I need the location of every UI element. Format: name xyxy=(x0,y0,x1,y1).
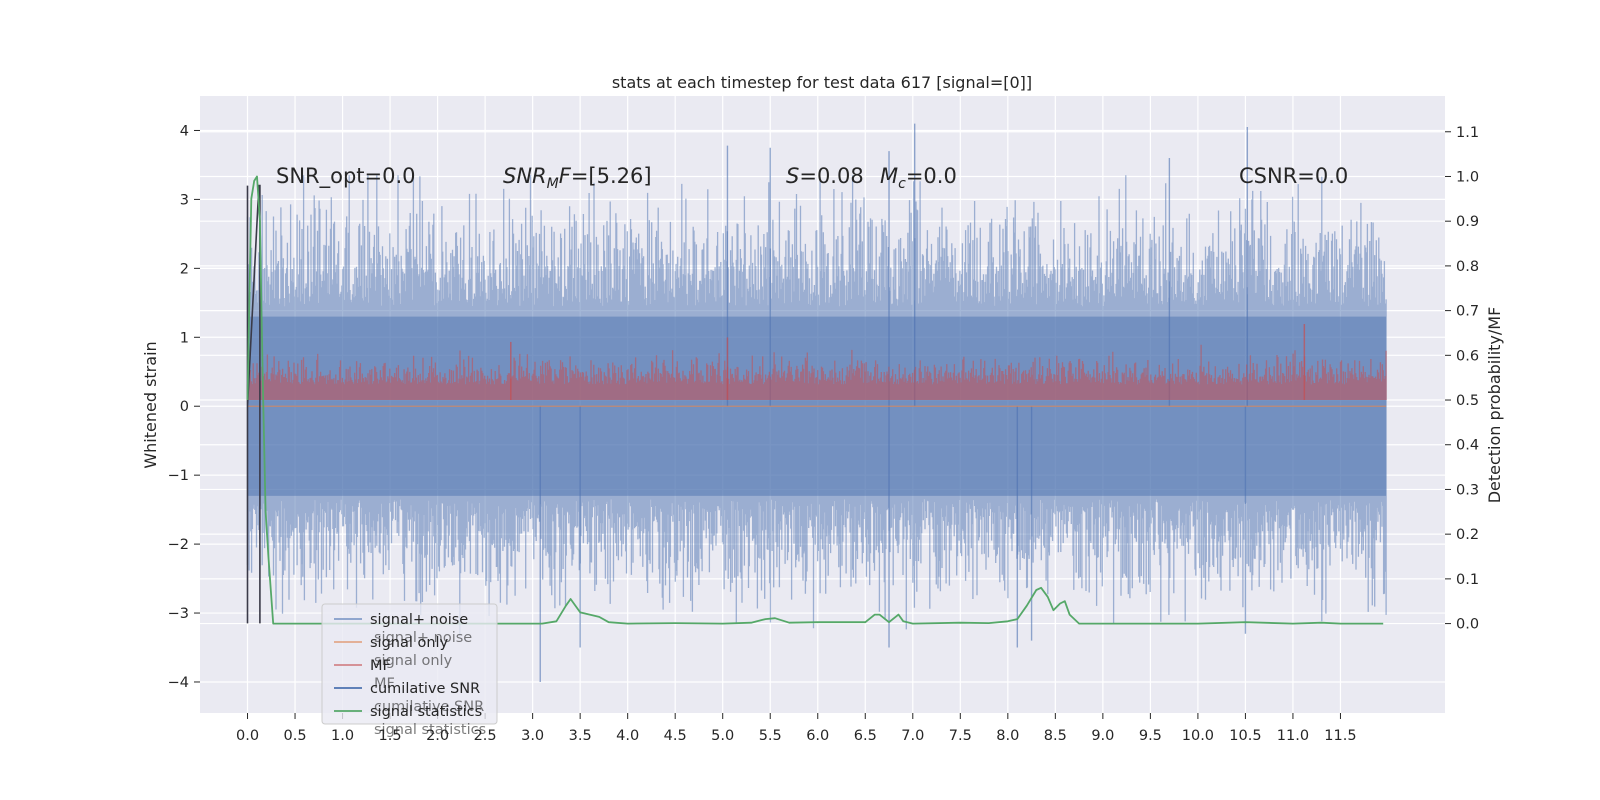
x-tick-label: 2.5 xyxy=(474,728,497,744)
y2-tick-label: 0.8 xyxy=(1456,259,1479,275)
y-tick-label: 4 xyxy=(180,123,189,139)
legend-label: cumilative SNR xyxy=(370,681,480,697)
x-tick-label: 10.5 xyxy=(1229,728,1261,744)
legend-ghost-label: cumilative SNR xyxy=(374,699,484,715)
annotation-s: S=0.08 xyxy=(786,164,864,188)
y2-tick-label: 0.5 xyxy=(1456,393,1479,409)
y2-tick-label: 1.1 xyxy=(1456,125,1479,141)
x-tick-label: 11.5 xyxy=(1324,728,1356,744)
y-tick-label: 0 xyxy=(180,399,189,415)
y2-tick-label: 0.0 xyxy=(1456,617,1479,633)
y2-tick-label: 0.6 xyxy=(1456,348,1479,364)
x-tick-label: 3.5 xyxy=(569,728,592,744)
legend-ghost-label: signal only xyxy=(374,653,453,669)
x-tick-label: 5.5 xyxy=(759,728,782,744)
annotation-mc: Mc=0.0 xyxy=(880,164,957,192)
y2-tick-label: 0.2 xyxy=(1456,527,1479,543)
x-tick-label: 9.0 xyxy=(1091,728,1114,744)
y-tick-label: 3 xyxy=(180,192,189,208)
y2-tick-label: 0.4 xyxy=(1456,438,1479,454)
annotation-snr-opt: SNR_opt=0.0 xyxy=(276,164,416,189)
legend-label: MF xyxy=(370,658,391,674)
y2-axis-label: Detection probability/MF xyxy=(1485,307,1504,504)
legend-box xyxy=(321,603,498,725)
data-layer xyxy=(246,123,1387,682)
y2-tick-label: 0.7 xyxy=(1456,304,1479,320)
y-tick-label: −1 xyxy=(168,468,189,484)
legend-ghost-label: signal statistics xyxy=(374,722,486,738)
x-tick-label: 6.5 xyxy=(854,728,877,744)
legend-label: signal only xyxy=(370,635,449,651)
annotations: SNR_opt=0.0 SNRMF=[5.26] S=0.08 Mc=0.0 CSNR=… xyxy=(276,164,1348,192)
legend-ghost-label: signal+ noise xyxy=(374,630,472,646)
y2-tick-label: 0.9 xyxy=(1456,214,1479,230)
x-tick-label: 2.0 xyxy=(426,728,449,744)
annotation-csnr: CSNR=0.0 xyxy=(1239,164,1348,188)
y-tick-label: −4 xyxy=(168,675,189,691)
x-tick-label: 1.5 xyxy=(379,728,402,744)
x-tick-label: 7.5 xyxy=(949,728,972,744)
x-tick-label: 8.0 xyxy=(996,728,1019,744)
y-axis-label: Whitened strain xyxy=(141,341,160,468)
x-tick-label: 4.0 xyxy=(616,728,639,744)
y-tick-label: 1 xyxy=(180,330,189,346)
legend-label: signal+ noise xyxy=(370,612,468,628)
x-tick-label: 9.5 xyxy=(1139,728,1162,744)
x-tick-label: 3.0 xyxy=(521,728,544,744)
x-tick-label: 1.0 xyxy=(331,728,354,744)
signal-statistics-line xyxy=(246,175,1384,625)
y2-tick-label: 0.3 xyxy=(1456,482,1479,498)
x-tick-label: 8.5 xyxy=(1044,728,1067,744)
x-tick-label: 5.0 xyxy=(711,728,734,744)
x-tick-label: 4.5 xyxy=(664,728,687,744)
x-tick-label: 7.0 xyxy=(901,728,924,744)
x-tick-label: 11.0 xyxy=(1277,728,1309,744)
y2-tick-label: 0.1 xyxy=(1456,572,1479,588)
legend-ghost-label: MF xyxy=(374,676,395,692)
x-tick-label: 0.5 xyxy=(284,728,307,744)
y-tick-label: 2 xyxy=(180,261,189,277)
axes: 0.0 0.5 1.0 1.5 2.0 2.5 3.0 3.5 4.0 4.5 5.0 5.5 6.0 6… xyxy=(168,123,1479,744)
chart-title: stats at each timestep for test data 617… xyxy=(612,73,1032,92)
y2-tick-label: 1.0 xyxy=(1456,169,1479,185)
x-tick-label: 6.0 xyxy=(806,728,829,744)
annotation-snr-mf: SNRMF=[5.26] xyxy=(503,164,652,192)
y-tick-label: −3 xyxy=(168,606,189,622)
x-tick-label: 0.0 xyxy=(236,728,259,744)
y-tick-label: −2 xyxy=(168,537,189,553)
legend-label: signal statistics xyxy=(370,704,482,720)
x-tick-label: 10.0 xyxy=(1182,728,1214,744)
